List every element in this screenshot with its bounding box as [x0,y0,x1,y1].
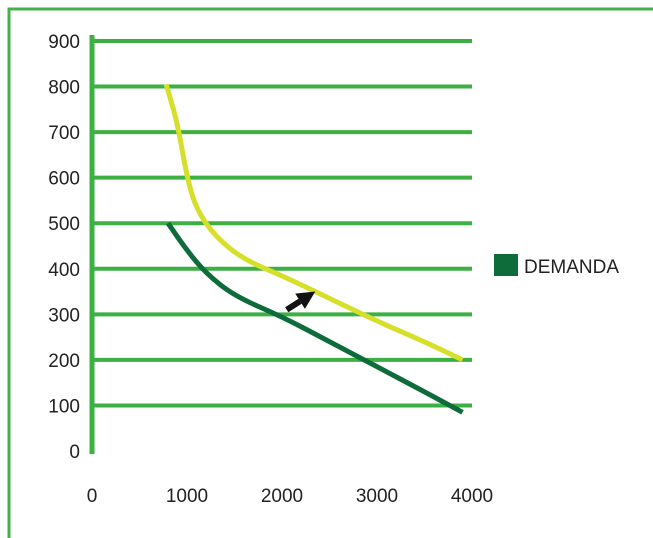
x-tick-label-3000: 3000 [356,486,398,507]
legend-label-demanda: DEMANDA [524,257,619,278]
y-tick-label-500: 500 [48,214,80,235]
series [163,83,464,415]
y-tick-label-0: 0 [69,442,80,463]
y-tick-label-400: 400 [48,260,80,281]
y-tick-label-100: 100 [48,396,80,417]
y-tick-label-200: 200 [48,351,80,372]
grid-lines [92,39,472,408]
y-tick-label-800: 800 [48,78,80,99]
y-tick-label-700: 700 [48,123,80,144]
x-tick-label-4000: 4000 [451,486,493,507]
x-tick-label-2000: 2000 [261,486,303,507]
y-tick-labels: 0 100 200 300 400 500 600 700 800 900 [48,32,80,463]
series-line-supply [163,83,464,363]
y-tick-label-900: 900 [48,32,80,53]
legend: DEMANDA [494,254,619,278]
series-line-demanda [165,221,464,415]
x-tick-labels: 0 1000 2000 3000 4000 [87,486,493,507]
x-tick-label-0: 0 [87,486,98,507]
shift-arrow-shaft [285,298,302,313]
axes [89,35,95,454]
shift-arrow-head [295,291,316,309]
legend-swatch-demanda [494,254,518,276]
x-tick-label-1000: 1000 [166,486,208,507]
y-tick-label-300: 300 [48,305,80,326]
y-tick-label-600: 600 [48,169,80,190]
frame-border [7,7,653,538]
annotations [285,291,316,313]
